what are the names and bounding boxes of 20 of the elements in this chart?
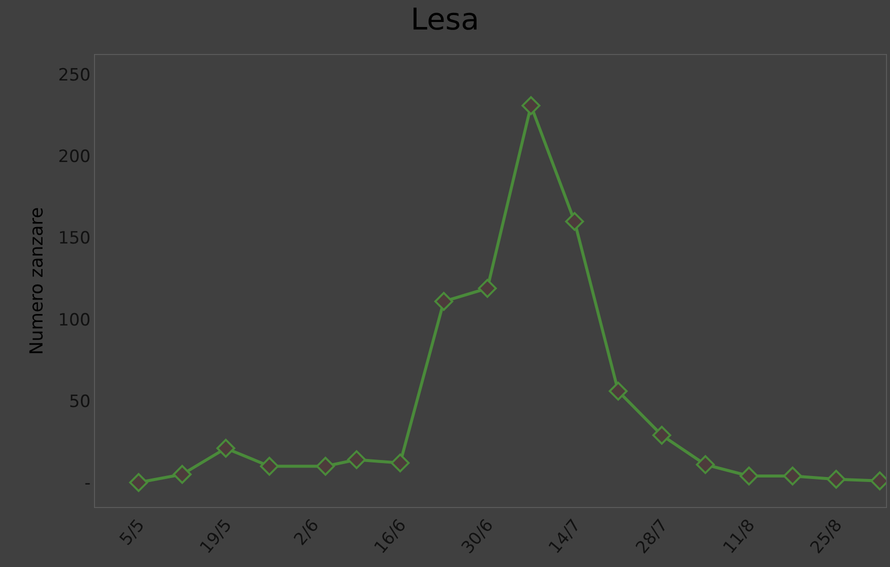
point — [347, 450, 366, 470]
point — [522, 96, 540, 116]
point — [608, 382, 628, 401]
point — [783, 466, 802, 486]
point — [172, 464, 192, 484]
point — [260, 456, 279, 476]
y-axis-title: Numero zanzare — [26, 207, 48, 355]
point — [652, 426, 672, 445]
point — [316, 456, 335, 476]
point — [129, 473, 148, 492]
point — [696, 455, 715, 474]
chart-title: Lesa — [410, 2, 480, 38]
point — [740, 466, 758, 486]
point — [390, 453, 410, 472]
point — [434, 292, 454, 311]
y-tick-label: - — [84, 473, 91, 494]
point — [826, 470, 846, 489]
point — [565, 212, 584, 231]
point — [216, 438, 236, 458]
point — [478, 278, 497, 298]
